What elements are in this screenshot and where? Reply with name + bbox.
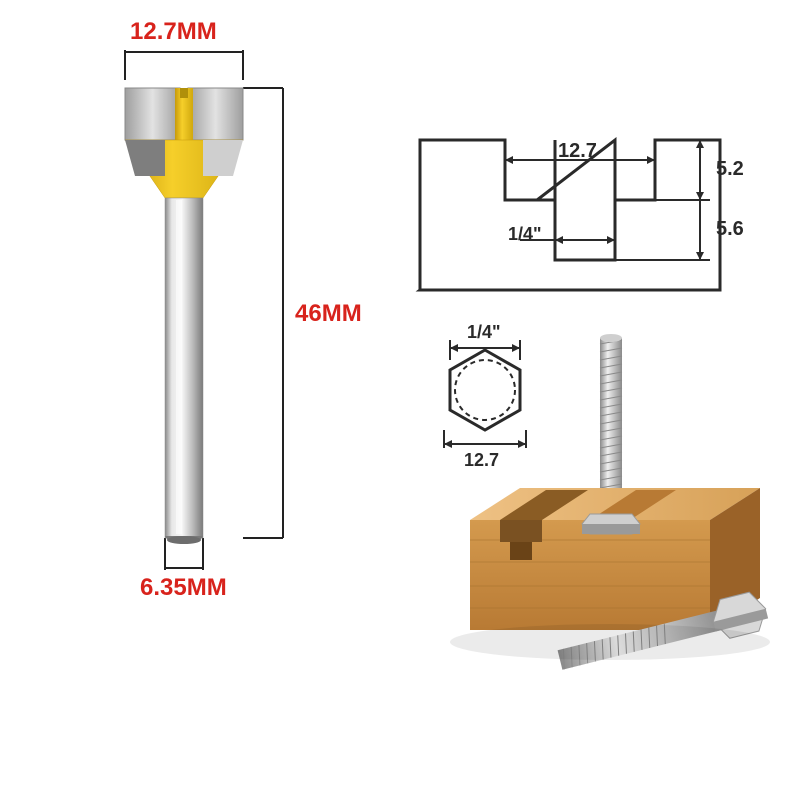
wood-and-bolts (0, 0, 800, 800)
bolt-vertical-head (582, 514, 640, 534)
wood-block (470, 488, 760, 630)
